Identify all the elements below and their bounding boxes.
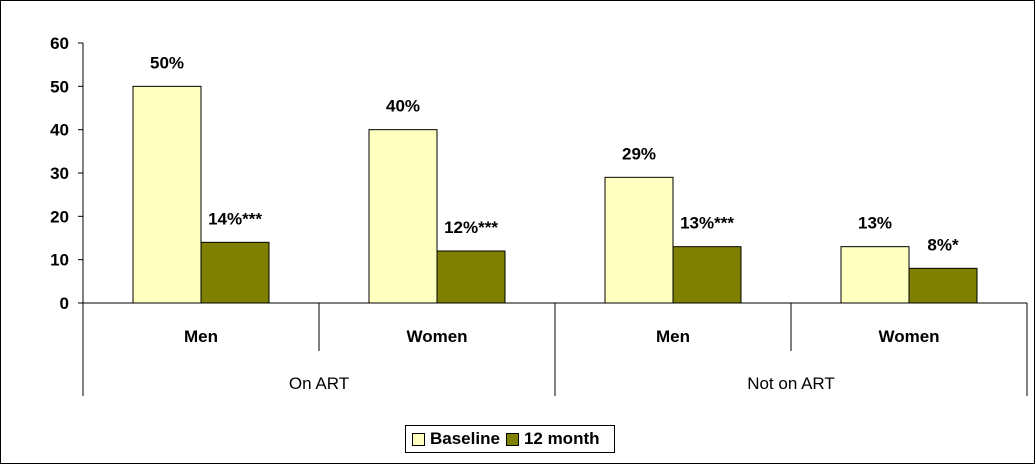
legend-item-12-month: 12 month — [505, 429, 600, 449]
y-tick-label: 40 — [50, 121, 69, 140]
bar-12-month — [672, 246, 742, 304]
y-tick-label: 20 — [50, 207, 69, 226]
y-tick-label: 30 — [50, 164, 69, 183]
x-group-label: Not on ART — [747, 374, 835, 393]
legend: Baseline 12 month — [405, 425, 615, 453]
y-tick-label: 10 — [50, 251, 69, 270]
data-label: 40% — [386, 97, 420, 116]
x-category-label: Men — [656, 327, 690, 346]
x-category-label: Women — [406, 327, 467, 346]
data-label: 29% — [622, 144, 656, 163]
bar-12-month — [908, 267, 978, 304]
bar-12-month — [436, 250, 506, 304]
bar-baseline — [604, 176, 674, 304]
data-label: 14%*** — [208, 209, 262, 228]
x-category-label: Women — [878, 327, 939, 346]
y-tick-label: 60 — [50, 34, 69, 53]
x-category-label: Men — [184, 327, 218, 346]
legend-item-baseline: Baseline — [412, 429, 500, 449]
legend-label-baseline: Baseline — [430, 429, 500, 448]
data-label: 8%* — [927, 235, 959, 254]
bar-12-month — [200, 241, 270, 304]
bar-baseline — [132, 85, 202, 304]
bar-baseline — [368, 129, 438, 304]
bar-baseline — [840, 246, 910, 304]
data-label: 12%*** — [444, 218, 498, 237]
data-label: 50% — [150, 53, 184, 72]
y-tick-label: 0 — [60, 294, 69, 313]
legend-swatch-baseline — [412, 432, 425, 446]
x-group-label: On ART — [289, 374, 349, 393]
y-tick-label: 50 — [50, 77, 69, 96]
data-label: 13% — [858, 214, 892, 233]
data-label: 13%*** — [680, 214, 734, 233]
legend-swatch-12-month — [505, 432, 519, 446]
legend-label-12-month: 12 month — [523, 429, 600, 448]
